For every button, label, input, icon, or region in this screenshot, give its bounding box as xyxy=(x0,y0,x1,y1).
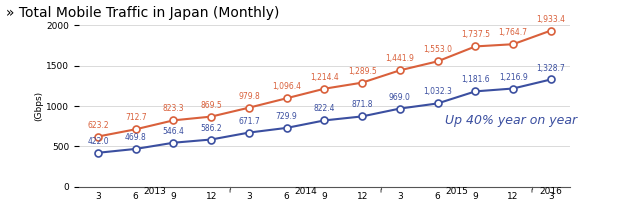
Text: 2016: 2016 xyxy=(539,187,562,196)
Text: 623.2: 623.2 xyxy=(87,121,109,130)
Text: 1,737.5: 1,737.5 xyxy=(461,30,490,39)
Text: 823.3: 823.3 xyxy=(163,104,184,113)
Text: 1,933.4: 1,933.4 xyxy=(536,15,565,24)
Text: 586.2: 586.2 xyxy=(201,123,222,133)
Text: 1,764.7: 1,764.7 xyxy=(499,28,527,37)
Text: 1,096.4: 1,096.4 xyxy=(272,82,301,91)
Text: 1,216.9: 1,216.9 xyxy=(499,73,527,81)
Text: 1,289.5: 1,289.5 xyxy=(348,67,377,76)
Text: 1,214.4: 1,214.4 xyxy=(310,73,339,82)
Text: 1,032.3: 1,032.3 xyxy=(423,88,452,96)
Text: 871.8: 871.8 xyxy=(351,100,373,109)
Text: 1,328.7: 1,328.7 xyxy=(536,64,565,72)
Text: 546.4: 546.4 xyxy=(163,127,184,136)
Text: 712.7: 712.7 xyxy=(125,113,147,122)
Text: 2013: 2013 xyxy=(143,187,166,196)
Text: 1,553.0: 1,553.0 xyxy=(423,45,452,54)
Text: 869.5: 869.5 xyxy=(200,101,222,110)
Text: » Total Mobile Traffic in Japan (Monthly): » Total Mobile Traffic in Japan (Monthly… xyxy=(6,6,280,20)
Text: Up 40% year on year: Up 40% year on year xyxy=(445,114,577,127)
Text: 979.8: 979.8 xyxy=(238,92,260,101)
Text: 1,181.6: 1,181.6 xyxy=(461,75,490,84)
Text: 469.8: 469.8 xyxy=(125,133,147,142)
Text: 422.0: 422.0 xyxy=(87,137,109,146)
Text: 2015: 2015 xyxy=(445,187,468,196)
Text: 2014: 2014 xyxy=(294,187,317,196)
Text: 671.7: 671.7 xyxy=(238,117,260,126)
Text: 822.4: 822.4 xyxy=(314,104,335,113)
Text: 1,441.9: 1,441.9 xyxy=(385,54,415,63)
Y-axis label: (Gbps): (Gbps) xyxy=(35,91,44,121)
Text: 729.9: 729.9 xyxy=(276,112,298,121)
Text: 969.0: 969.0 xyxy=(389,93,411,102)
